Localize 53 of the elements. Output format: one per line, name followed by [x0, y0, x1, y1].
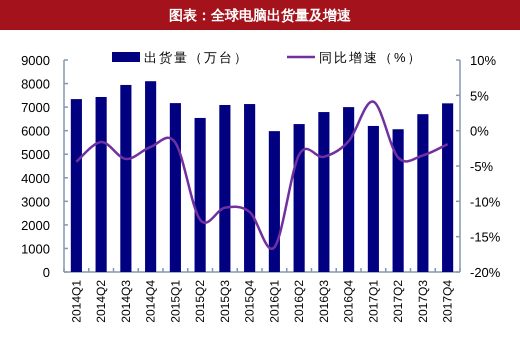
- bar: [96, 96, 107, 272]
- bar: [318, 112, 330, 272]
- x-tick-label: 2017Q2: [391, 280, 406, 323]
- x-tick-label: 2017Q4: [440, 280, 455, 323]
- bar: [442, 103, 454, 272]
- y-tick-label: 5000: [21, 147, 50, 162]
- x-tick-label: 2017Q3: [416, 280, 430, 323]
- bar: [145, 81, 156, 272]
- bar: [244, 104, 256, 272]
- y2-tick-label: 10%: [470, 53, 496, 68]
- x-tick-label: 2014Q4: [144, 280, 158, 323]
- bar: [170, 103, 181, 272]
- line-series: [75, 100, 449, 250]
- x-tick-label: 2015Q2: [193, 280, 208, 323]
- legend-label: 出货量（万台）: [144, 50, 249, 65]
- y-tick-label: 4000: [21, 170, 50, 186]
- y-tick-label: 2000: [21, 218, 50, 233]
- x-tick-label: 2016Q2: [292, 280, 306, 323]
- x-tick-label: 2015Q4: [242, 280, 257, 323]
- bar: [343, 107, 354, 272]
- x-tick-label: 2014Q3: [118, 280, 133, 323]
- y-tick-label: 1000: [21, 241, 50, 256]
- chart-title: 图表：全球电脑出货量及增速: [169, 7, 352, 23]
- bar: [268, 131, 280, 272]
- y-tick-label: 7000: [21, 100, 50, 116]
- y2-tick-label: -20%: [470, 265, 501, 280]
- x-tick-label: 2016Q1: [267, 280, 282, 323]
- y-tick-label: 0: [42, 265, 50, 280]
- x-tick-label: 2014Q2: [94, 280, 108, 323]
- bar: [194, 118, 206, 272]
- y-tick-label: 6000: [21, 124, 50, 139]
- bar: [368, 126, 379, 272]
- legend-label: 同比增速（%）: [319, 50, 423, 65]
- x-tick-label: 2015Q1: [168, 280, 182, 323]
- y2-tick-label: -15%: [470, 230, 501, 245]
- bar: [219, 104, 230, 272]
- x-tick-label: 2016Q4: [342, 280, 356, 323]
- bar: [120, 84, 132, 272]
- bar: [294, 124, 305, 272]
- bar: [392, 129, 404, 272]
- x-tick-label: 2016Q3: [316, 280, 331, 323]
- y2-tick-label: -5%: [470, 159, 494, 174]
- x-tick-label: 2014Q1: [69, 280, 84, 323]
- x-tick-label: 2017Q1: [366, 280, 380, 323]
- x-tick-label: 2015Q3: [218, 280, 232, 323]
- bar: [70, 99, 82, 272]
- y2-tick-label: 5%: [470, 88, 490, 104]
- y-tick-label: 8000: [21, 76, 50, 92]
- bar: [417, 114, 428, 272]
- y-tick-label: 3000: [21, 194, 50, 210]
- y2-tick-label: -10%: [470, 194, 501, 210]
- y-tick-label: 9000: [21, 53, 50, 68]
- y2-tick-label: 0%: [470, 124, 490, 139]
